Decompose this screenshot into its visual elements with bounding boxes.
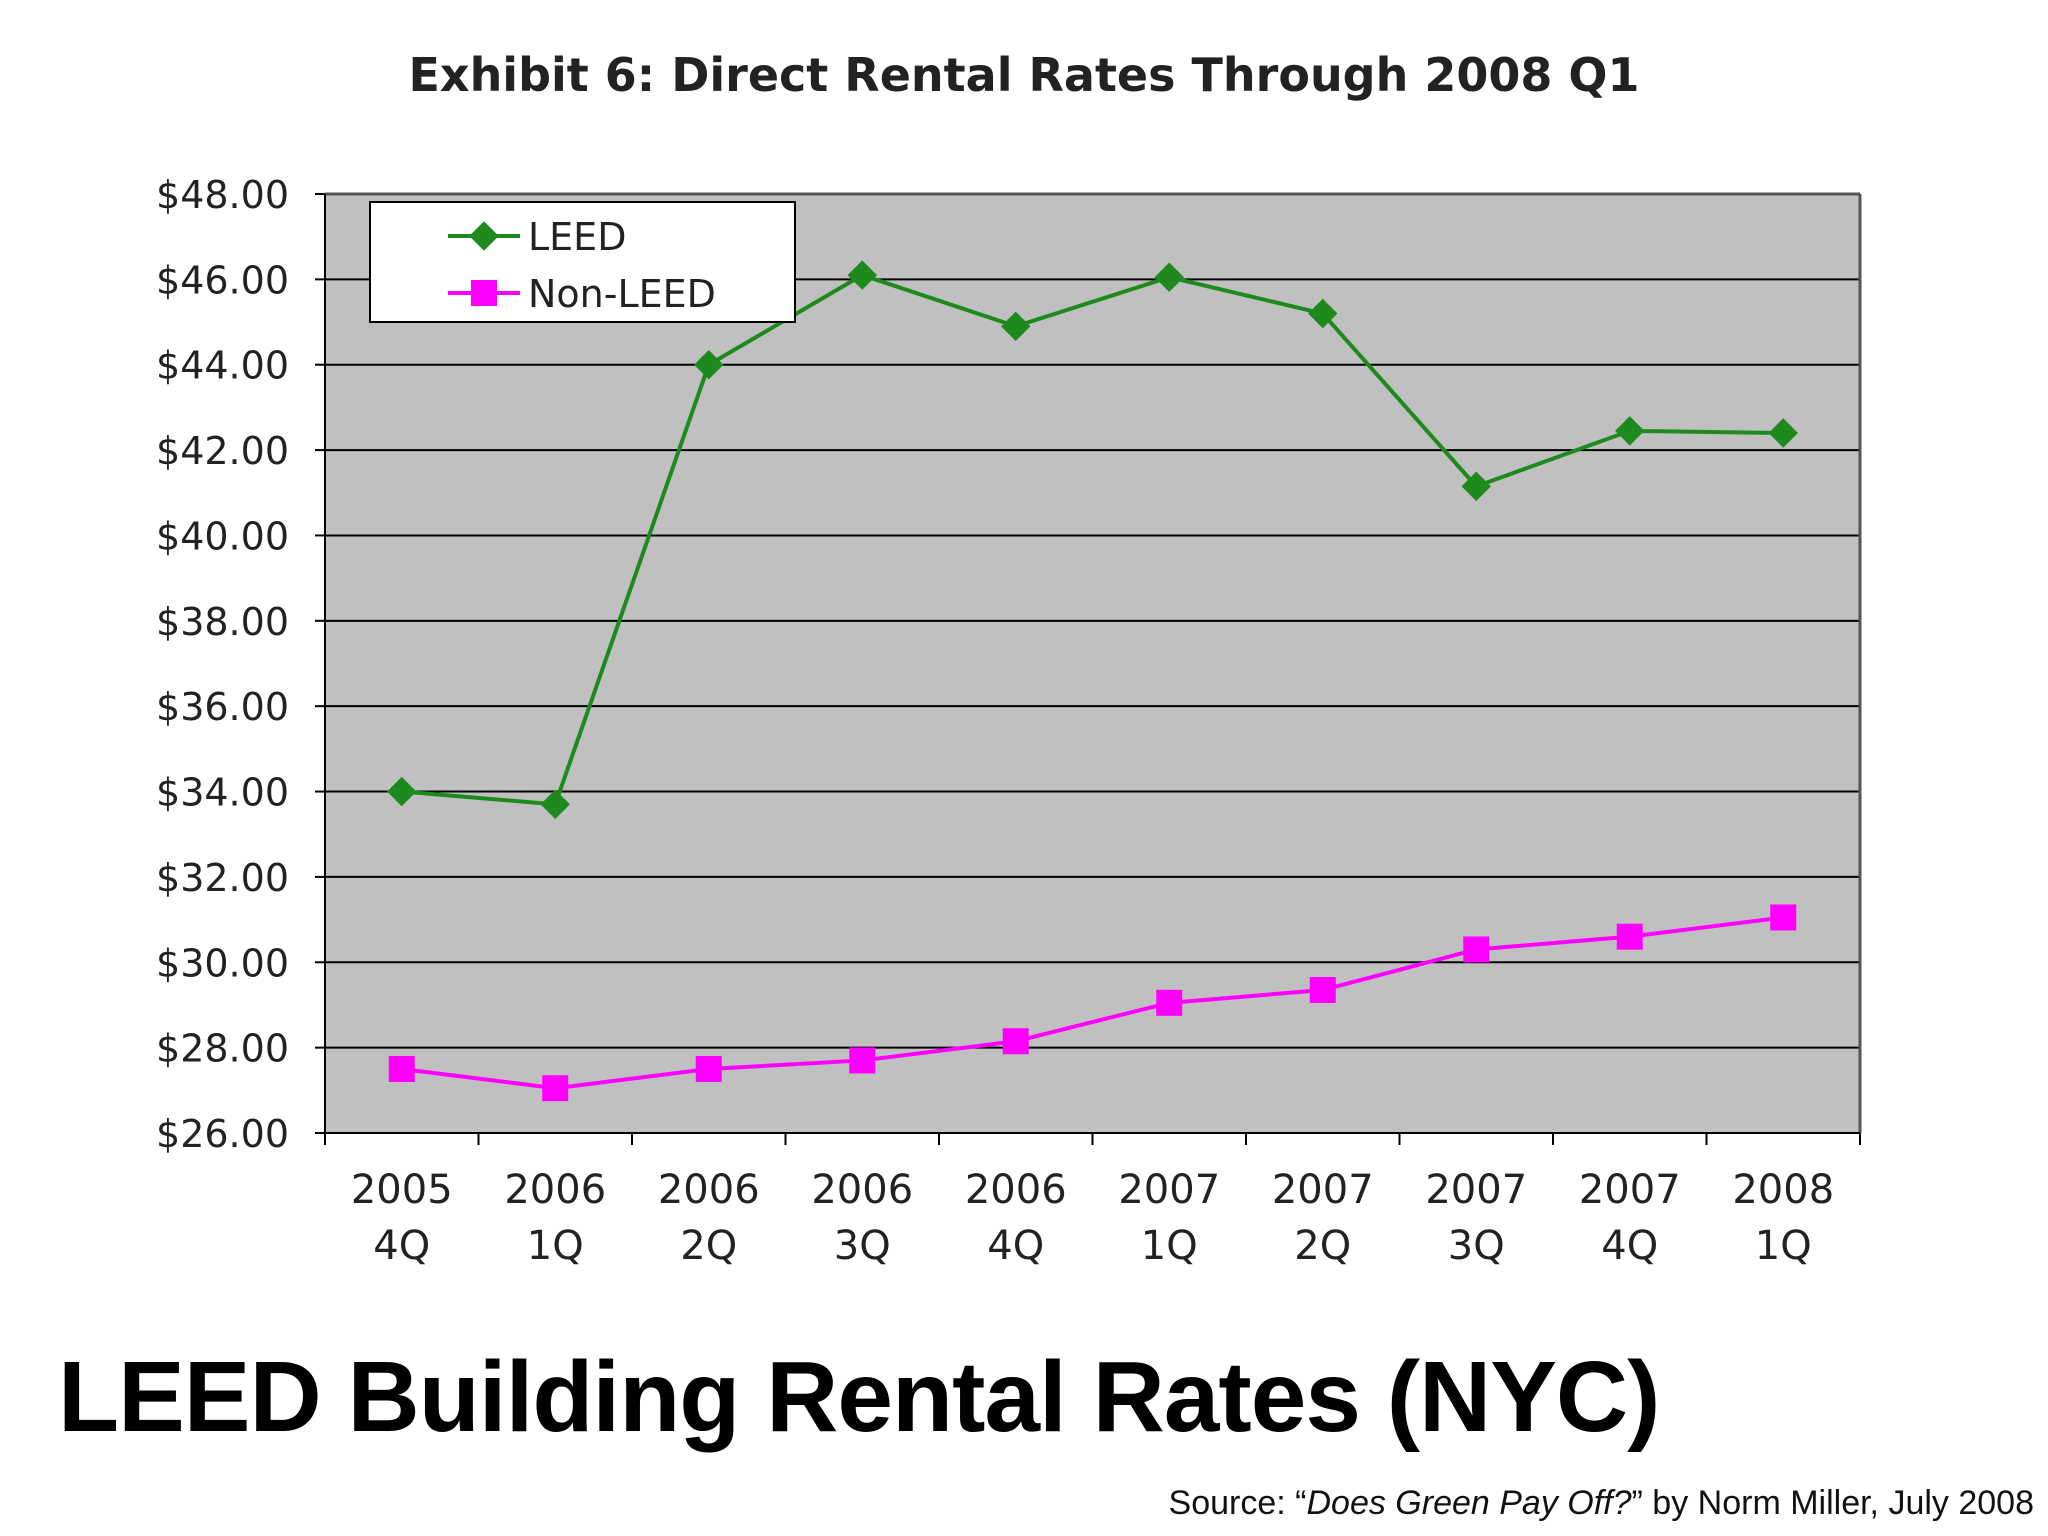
x-tick-label-quarter: 3Q bbox=[1448, 1223, 1505, 1269]
x-tick-label-year: 2007 bbox=[1425, 1167, 1527, 1213]
y-tick-label: $36.00 bbox=[156, 685, 289, 729]
y-tick-label: $42.00 bbox=[156, 429, 289, 473]
source-suffix: ” by Norm Miller, July 2008 bbox=[1631, 1484, 2034, 1522]
x-tick-label-year: 2006 bbox=[504, 1167, 606, 1213]
x-tick-label-quarter: 3Q bbox=[834, 1223, 891, 1269]
x-tick-label-quarter: 2Q bbox=[680, 1223, 737, 1269]
x-tick-label-year: 2006 bbox=[965, 1167, 1067, 1213]
data-point-leed bbox=[540, 789, 570, 820]
x-tick-label-quarter: 1Q bbox=[1141, 1223, 1198, 1269]
data-point-non-leed bbox=[695, 1055, 722, 1082]
data-point-leed bbox=[694, 350, 724, 380]
x-tick-label-quarter: 4Q bbox=[1601, 1223, 1658, 1269]
y-tick-label: $28.00 bbox=[156, 1027, 289, 1071]
y-tick-label: $34.00 bbox=[156, 771, 289, 815]
legend-marker-non-leed bbox=[471, 280, 497, 306]
legend-box bbox=[369, 201, 796, 323]
data-point-non-leed bbox=[1309, 977, 1336, 1004]
data-point-non-leed bbox=[849, 1047, 876, 1074]
x-tick-label-quarter: 1Q bbox=[527, 1223, 584, 1269]
plot-area: $26.00 $28.00 $30.00 $32.00 $34.00 $36.00 $38.… bbox=[156, 173, 1862, 1269]
data-point-leed bbox=[847, 260, 877, 290]
data-point-leed bbox=[1615, 416, 1645, 446]
source-prefix: Source: “ bbox=[1168, 1484, 1307, 1522]
y-tick-label: $44.00 bbox=[156, 344, 289, 388]
y-tick-label: $26.00 bbox=[156, 1112, 289, 1156]
x-tick-label-year: 2007 bbox=[1579, 1167, 1681, 1213]
series-line-leed bbox=[401, 272, 1784, 807]
data-point-leed bbox=[1461, 471, 1491, 502]
x-tick-label-quarter: 1Q bbox=[1755, 1223, 1812, 1269]
data-point-non-leed bbox=[388, 1055, 415, 1082]
x-tick-label-year: 2005 bbox=[351, 1167, 453, 1213]
legend-marker-leed bbox=[469, 221, 499, 251]
y-tick-label: $32.00 bbox=[156, 856, 289, 900]
data-point-non-leed bbox=[1463, 936, 1490, 963]
data-point-non-leed bbox=[1002, 1028, 1029, 1055]
data-point-non-leed bbox=[1156, 989, 1183, 1016]
data-point-non-leed bbox=[1770, 904, 1797, 931]
x-tick-label-year: 2007 bbox=[1272, 1167, 1374, 1213]
y-tick-label: $40.00 bbox=[156, 514, 289, 558]
slide-title: LEED Building Rental Rates (NYC) bbox=[58, 1341, 1660, 1453]
plot-background bbox=[325, 194, 1860, 1133]
legend-label-non-leed: Non-LEED bbox=[528, 272, 716, 316]
chart-title: Exhibit 6: Direct Rental Rates Through 2… bbox=[408, 48, 1640, 102]
series-line-non-leed bbox=[401, 915, 1784, 1091]
legend: LEED Non-LEED bbox=[369, 201, 796, 323]
data-point-non-leed bbox=[542, 1075, 569, 1102]
data-point-leed bbox=[387, 776, 417, 807]
x-tick-label-quarter: 2Q bbox=[1294, 1223, 1351, 1269]
data-point-leed bbox=[1154, 262, 1184, 292]
x-tick-label-year: 2007 bbox=[1118, 1167, 1220, 1213]
x-tick-label-quarter: 4Q bbox=[987, 1223, 1044, 1269]
y-tick-label: $38.00 bbox=[156, 600, 289, 644]
source-title: Does Green Pay Off? bbox=[1306, 1484, 1632, 1522]
x-tick-label-quarter: 4Q bbox=[373, 1223, 430, 1269]
y-tick-label: $48.00 bbox=[156, 173, 289, 217]
y-tick-label: $30.00 bbox=[156, 941, 289, 985]
source-citation: Source: “Does Green Pay Off?” by Norm Mi… bbox=[1169, 1484, 2034, 1523]
data-point-leed bbox=[1308, 298, 1338, 329]
y-tick-label: $46.00 bbox=[156, 258, 289, 302]
data-point-leed bbox=[1768, 418, 1798, 448]
x-tick-label-year: 2006 bbox=[658, 1167, 760, 1213]
x-tick-label-year: 2008 bbox=[1732, 1167, 1834, 1213]
data-point-non-leed bbox=[1616, 923, 1643, 950]
legend-label-leed: LEED bbox=[528, 215, 626, 259]
data-point-leed bbox=[1001, 311, 1031, 342]
x-tick-label-year: 2006 bbox=[811, 1167, 913, 1213]
